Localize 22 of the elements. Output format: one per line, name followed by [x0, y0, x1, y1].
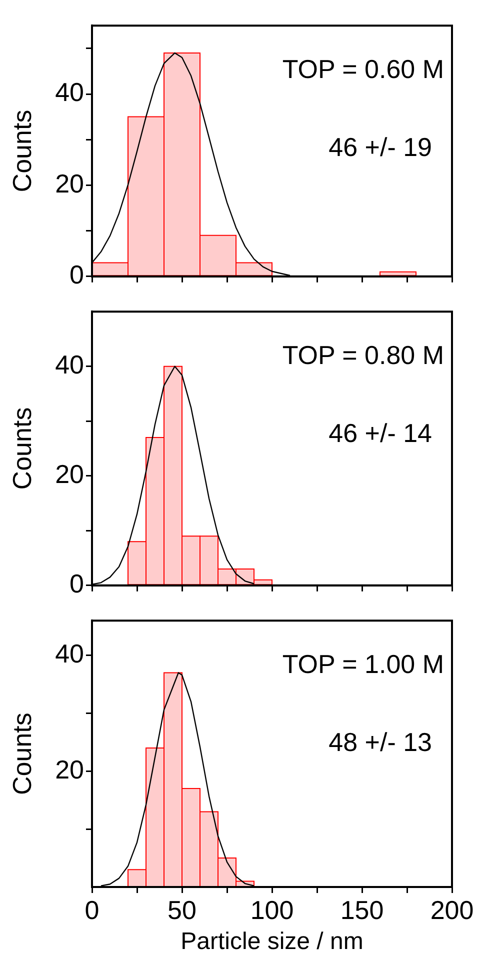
annotation: TOP = 0.80 M [282, 340, 444, 370]
y-tick-label: 40 [55, 350, 84, 380]
x-tick-label: 100 [250, 894, 294, 925]
annotation: TOP = 0.60 M [282, 54, 444, 84]
y-tick-label: 40 [55, 77, 84, 108]
y-axis-title: Counts [6, 712, 37, 795]
y-tick-label: 20 [55, 459, 84, 490]
x-tick-label: 150 [340, 894, 384, 925]
x-tick-label: 200 [430, 894, 474, 925]
annotation: 46 +/- 14 [328, 418, 432, 448]
annotation: 48 +/- 13 [328, 726, 432, 757]
y-tick-label: 40 [55, 638, 84, 669]
y-axis-title: Counts [6, 407, 37, 490]
x-axis-title: Particle size / nm [180, 928, 364, 956]
y-tick-label: 20 [55, 168, 84, 198]
y-tick-label: 0 [70, 568, 84, 599]
annotation: TOP = 1.00 M [282, 648, 444, 679]
y-tick-label: 20 [55, 754, 84, 784]
x-tick-label: 50 [168, 894, 196, 925]
y-axis-title: Counts [6, 110, 37, 192]
annotation: 46 +/- 19 [328, 132, 432, 162]
y-tick-label: 0 [70, 260, 84, 290]
